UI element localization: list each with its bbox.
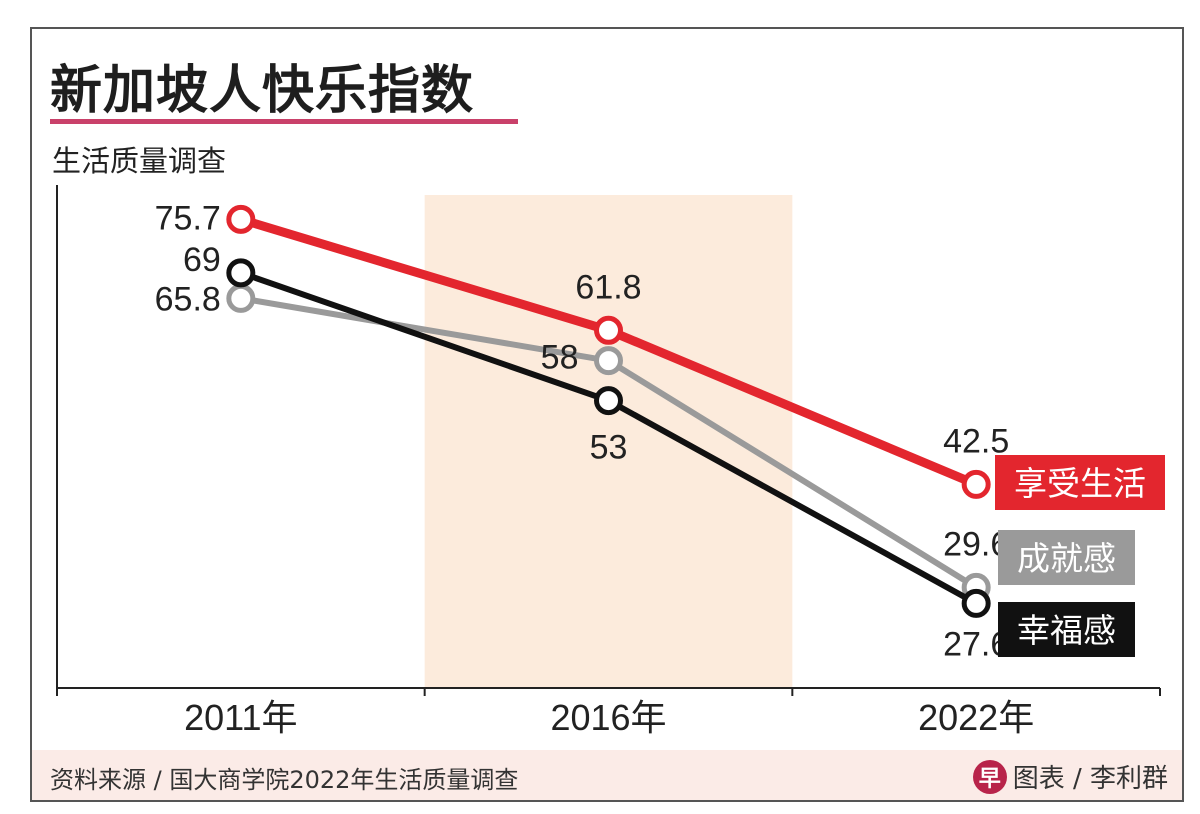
legend-label: 享受生活: [1014, 464, 1146, 503]
data-label: 69: [183, 241, 221, 279]
legend-swatch: [998, 602, 1135, 657]
highlight-band: [424, 195, 793, 688]
title-underline: [50, 119, 518, 124]
chart-frame: [30, 27, 1184, 802]
data-label: 53: [590, 429, 628, 467]
legend-swatch: [998, 530, 1135, 585]
chart-title: 新加坡人快乐指数: [50, 61, 475, 121]
chart-subtitle: 生活质量调查: [52, 144, 227, 178]
x-tick-label: 2022年: [918, 697, 1034, 738]
data-label: 61.8: [575, 268, 641, 306]
data-label: 42.5: [943, 422, 1009, 460]
x-tick-label: 2016年: [550, 697, 666, 738]
data-label: 75.7: [155, 199, 221, 237]
data-point: [961, 588, 991, 618]
zaobao-logo: 早: [972, 759, 1007, 794]
data-label: 58: [541, 339, 579, 377]
x-tick-label: 2011年: [184, 697, 297, 738]
legend-label: 幸福感: [1017, 611, 1116, 650]
legend-swatch: [995, 455, 1165, 510]
data-point: [594, 346, 623, 376]
data-point: [594, 315, 623, 345]
data-point: [594, 386, 623, 416]
credit-text: 图表 / 李利群: [1012, 764, 1168, 794]
data-point: [226, 283, 256, 313]
data-point: [961, 469, 991, 499]
credit: 早 图表 / 李利群: [972, 758, 1168, 795]
data-label: 65.8: [155, 280, 221, 318]
data-point: [226, 258, 256, 288]
data-point: [226, 204, 256, 234]
legend-label: 成就感: [1017, 539, 1116, 578]
source-note: 资料来源 / 国大商学院2022年生活质量调查: [50, 766, 519, 794]
footer: 资料来源 / 国大商学院2022年生活质量调查 早 图表 / 李利群: [32, 750, 1182, 800]
